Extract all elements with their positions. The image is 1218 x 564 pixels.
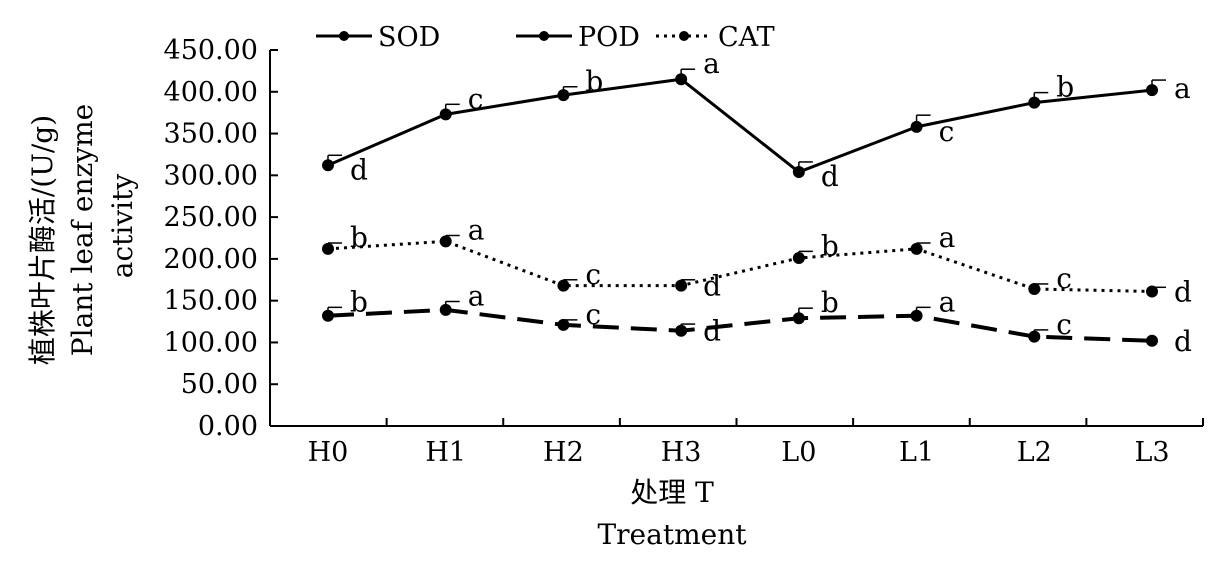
x-axis-title-line-2: Treatment <box>598 518 748 551</box>
legend-item-pod: POD <box>516 22 640 53</box>
significance-letter: d <box>1174 325 1192 358</box>
x-tick-label: L0 <box>781 437 816 468</box>
significance-letter: a <box>703 47 720 80</box>
data-point <box>439 235 452 248</box>
significance-letter: c <box>468 82 484 115</box>
series-line <box>327 77 1153 174</box>
legend-item-cat: CAT <box>656 22 775 53</box>
significance-letter: d <box>1174 275 1192 308</box>
data-point <box>557 89 570 102</box>
x-tick-label: L2 <box>1017 437 1052 468</box>
data-point <box>675 279 688 292</box>
y-tick-label: 100.00 <box>164 327 258 358</box>
significance-letter: a <box>468 213 485 246</box>
y-ticks: 0.00 50.00 100.00 150.00 200.00 250.00 300.00 3… <box>164 35 278 442</box>
series-line <box>327 307 1153 343</box>
axes <box>269 50 1203 427</box>
legend: SOD POD CAT <box>316 22 775 53</box>
data-point <box>675 324 688 337</box>
significance-letter: d <box>350 153 368 186</box>
significance-letter: c <box>585 298 601 331</box>
data-point <box>792 252 805 265</box>
significance-letter: c <box>1056 262 1072 295</box>
data-point <box>1028 330 1041 343</box>
legend-label: SOD <box>378 22 440 53</box>
significance-letter: c <box>585 258 601 291</box>
data-point <box>675 73 688 86</box>
x-tick-label: L1 <box>899 437 934 468</box>
x-tick-label: L3 <box>1134 437 1169 468</box>
data-point <box>557 318 570 331</box>
data-point <box>322 159 334 172</box>
y-tick-label: 400.00 <box>164 77 258 108</box>
significance-letter: b <box>1056 71 1074 104</box>
significance-letter: b <box>350 221 368 254</box>
series-group: d c b a d c b a b a c d b a c d b a c d b a c d <box>322 47 1192 358</box>
data-point <box>1028 96 1041 109</box>
x-axis-title: 处理 T Treatment <box>598 476 748 551</box>
significance-letter: a <box>1174 72 1191 105</box>
significance-letter: d <box>821 160 839 193</box>
significance-letter: a <box>939 221 956 254</box>
data-point <box>439 108 452 121</box>
significance-letter: d <box>703 270 721 303</box>
y-tick-label: 350.00 <box>164 119 258 150</box>
series-pod: b a c d b a c d <box>322 280 1192 358</box>
significance-letter: c <box>1056 308 1072 341</box>
legend-label: POD <box>578 22 640 53</box>
y-tick-label: 250.00 <box>164 202 258 233</box>
x-ticks: H0 H1 H2 H3 L0 L1 L2 L3 <box>269 418 1204 468</box>
series-sod: d c b a d c b a <box>322 47 1191 193</box>
significance-letter: b <box>821 229 839 262</box>
data-point <box>1146 285 1158 298</box>
data-point <box>322 309 334 322</box>
y-tick-label: 450.00 <box>164 35 258 66</box>
significance-letter: b <box>350 285 368 318</box>
y-axis-title-line-1: 植株叶片酶活/(U/g) <box>26 115 59 365</box>
legend-label: CAT <box>718 22 775 53</box>
y-tick-label: 150.00 <box>164 286 258 317</box>
y-axis-title-line-2: Plant leaf enzyme <box>66 104 99 356</box>
y-tick-label: 200.00 <box>164 244 258 275</box>
y-tick-label: 0.00 <box>198 411 258 442</box>
x-tick-label: H1 <box>425 437 466 468</box>
data-point <box>910 309 923 322</box>
legend-marker <box>339 31 349 41</box>
data-point <box>322 242 334 255</box>
legend-item-sod: SOD <box>316 22 440 53</box>
data-point <box>1146 84 1158 97</box>
x-tick-label: H2 <box>543 437 584 468</box>
data-point <box>439 303 452 316</box>
data-point <box>557 279 570 292</box>
data-point <box>792 165 805 178</box>
series-line <box>327 239 1153 293</box>
data-point <box>910 242 923 255</box>
significance-letter: d <box>703 315 721 348</box>
y-axis-title-line-3: activity <box>106 174 139 279</box>
legend-marker <box>679 31 689 41</box>
x-axis-title-line-1: 处理 T <box>630 476 714 509</box>
x-tick-label: H0 <box>308 437 349 468</box>
significance-letter: a <box>939 285 956 318</box>
data-point <box>792 312 805 325</box>
y-tick-label: 300.00 <box>164 160 258 191</box>
series-cat: b a c d b a c d <box>322 213 1192 308</box>
data-point <box>1028 282 1041 295</box>
significance-letter: b <box>821 286 839 319</box>
y-axis-title: 植株叶片酶活/(U/g) Plant leaf enzyme activity <box>26 104 139 365</box>
x-tick-label: H3 <box>661 437 702 468</box>
significance-letter: a <box>468 280 485 313</box>
data-point <box>1146 334 1158 347</box>
y-tick-label: 50.00 <box>181 369 258 400</box>
data-point <box>910 120 923 133</box>
significance-letter: c <box>939 115 955 148</box>
legend-marker <box>539 31 549 41</box>
significance-letter: b <box>585 65 603 98</box>
